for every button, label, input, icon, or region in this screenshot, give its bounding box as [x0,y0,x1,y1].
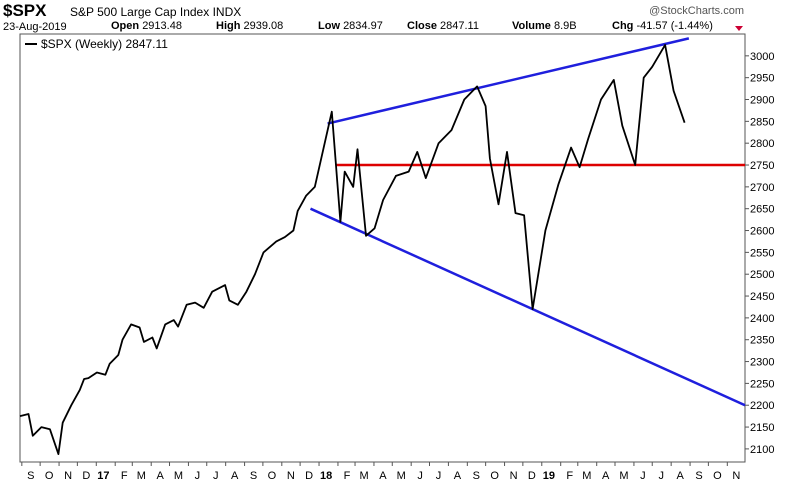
x-tick-label: 17 [97,470,109,482]
y-tick-label: 2400 [750,313,774,325]
legend: $SPX (Weekly) 2847.11 [25,37,168,51]
x-tick-label: N [732,470,740,482]
x-tick-label: J [195,470,201,482]
x-tick-label: J [213,470,219,482]
trendlines [309,37,746,407]
x-axis: S O N D 17 F M A M J J A S O N D 18 F M A M J J A S O N D 19 F M A M J J A S… [21,462,740,482]
change-stat: Chg -41.57 (-1.44%) [612,20,713,32]
x-tick-label: J [436,470,442,482]
x-tick-label: N [64,470,72,482]
x-tick-label: O [713,470,722,482]
x-tick-label: D [82,470,90,482]
x-tick-label: D [528,470,536,482]
y-tick-label: 2850 [750,116,774,128]
legend-label: $SPX (Weekly) 2847.11 [41,37,168,51]
x-tick-label: A [157,470,165,482]
exchange-label: INDX [212,5,242,19]
x-tick-label: S [473,470,480,482]
x-tick-label: N [287,470,295,482]
y-tick-label: 2650 [750,204,774,216]
x-tick-label: M [174,470,183,482]
x-tick-label: F [566,470,573,482]
x-tick-label: 18 [320,470,332,482]
x-tick-label: J [640,470,646,482]
x-tick-label: S [695,470,702,482]
brand-watermark: @StockCharts.com [649,5,744,17]
price-series-line [19,44,686,456]
date-label: 23-Aug-2019 [3,21,67,33]
y-tick-label: 2250 [750,378,774,390]
y-tick-label: 3000 [750,51,774,63]
x-tick-label: F [121,470,128,482]
chart-header: $SPX S&P 500 Large Cap Index INDX @Stock… [0,0,800,34]
x-tick-label: D [305,470,313,482]
y-tick-label: 2350 [750,335,774,347]
company-name: S&P 500 Large Cap Index INDX [70,5,241,19]
x-tick-label: M [582,470,591,482]
y-tick-label: 2950 [750,73,774,85]
company-label: S&P 500 Large Cap Index [70,5,210,19]
x-tick-label: 19 [543,470,555,482]
x-tick-label: J [658,470,664,482]
y-tick-label: 2750 [750,160,774,172]
x-tick-label: A [379,470,387,482]
upper-trendline [327,37,690,125]
plot-frame [19,33,746,463]
x-tick-label: A [602,470,610,482]
x-tick-label: M [359,470,368,482]
series-layer [19,44,686,456]
x-tick-label: S [250,470,257,482]
x-tick-label: S [27,470,34,482]
volume-stat: Volume 8.9B [512,20,577,32]
x-tick-label: A [676,470,684,482]
close-stat: Close 2847.11 [407,20,479,32]
y-tick-label: 2300 [750,357,774,369]
y-tick-label: 2100 [750,444,774,456]
y-tick-label: 2700 [750,182,774,194]
open-stat: Open 2913.48 [111,20,182,32]
y-tick-label: 2800 [750,138,774,150]
y-tick-label: 2200 [750,400,774,412]
x-tick-label: M [397,470,406,482]
y-tick-label: 2450 [750,291,774,303]
x-tick-label: N [510,470,518,482]
y-tick-label: 2600 [750,226,774,238]
x-tick-label: A [231,470,239,482]
ticker-symbol: $SPX [3,1,47,20]
y-tick-label: 2150 [750,422,774,434]
lower-trendline [309,207,746,407]
y-tick-label: 2900 [750,95,774,107]
x-tick-label: F [344,470,351,482]
low-stat: Low 2834.97 [318,20,383,32]
x-tick-label: J [417,470,423,482]
y-tick-label: 2550 [750,247,774,259]
high-stat: High 2939.08 [216,20,284,32]
y-axis: 2100 2150 2200 2250 2300 2350 2400 2450 2500 2550… [745,51,774,456]
x-tick-label: O [490,470,499,482]
x-tick-label: A [454,470,462,482]
x-tick-label: M [619,470,628,482]
y-tick-label: 2500 [750,269,774,281]
x-tick-label: O [268,470,277,482]
x-tick-label: M [137,470,146,482]
x-tick-label: O [45,470,54,482]
change-down-icon [735,26,743,31]
